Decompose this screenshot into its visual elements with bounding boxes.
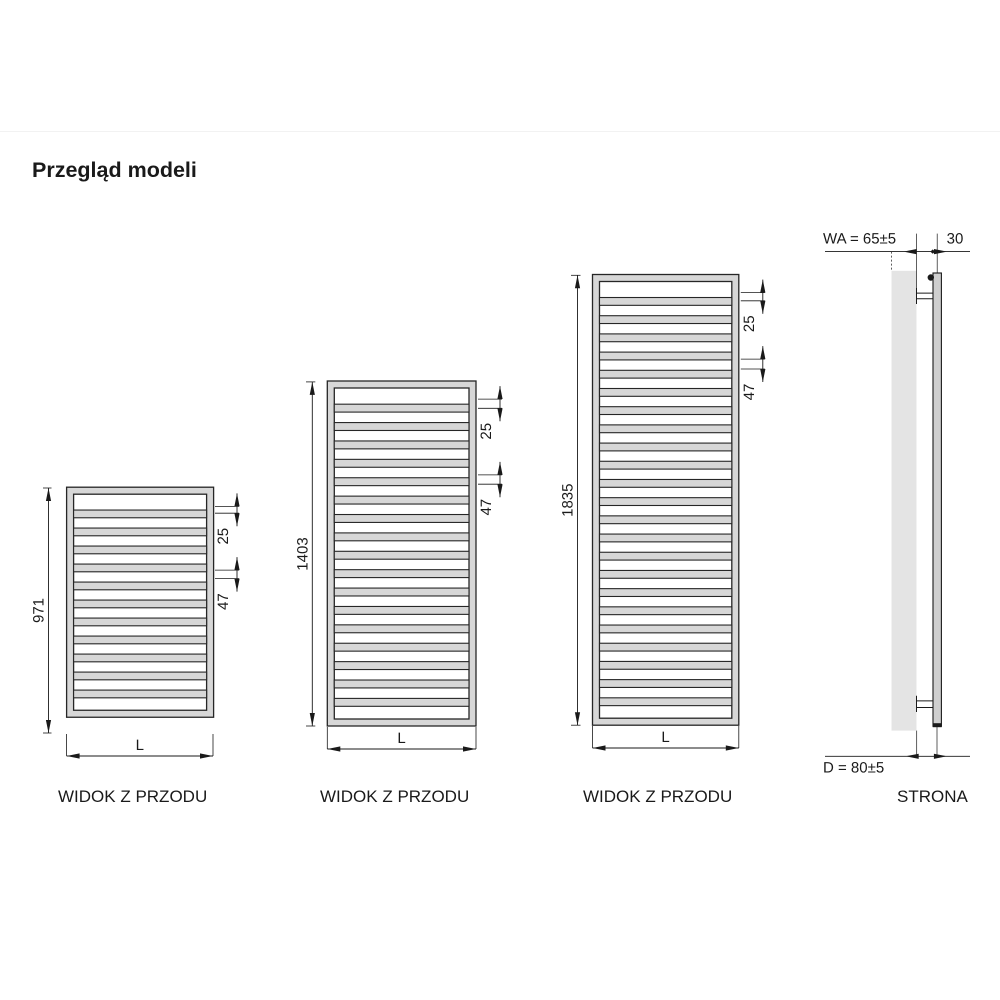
svg-text:47: 47: [215, 593, 232, 610]
svg-text:D = 80±5: D = 80±5: [823, 759, 884, 776]
svg-text:47: 47: [741, 384, 758, 401]
svg-text:1403: 1403: [294, 537, 311, 570]
svg-text:25: 25: [215, 528, 232, 545]
svg-text:L: L: [397, 730, 405, 747]
svg-text:47: 47: [478, 499, 495, 516]
svg-text:L: L: [661, 729, 669, 746]
svg-text:971: 971: [30, 598, 47, 623]
svg-text:25: 25: [478, 423, 495, 440]
svg-text:WA = 65±5: WA = 65±5: [823, 231, 896, 248]
svg-text:1835: 1835: [559, 484, 576, 517]
svg-text:L: L: [136, 737, 144, 754]
svg-text:30: 30: [947, 231, 964, 248]
svg-text:25: 25: [741, 315, 758, 332]
